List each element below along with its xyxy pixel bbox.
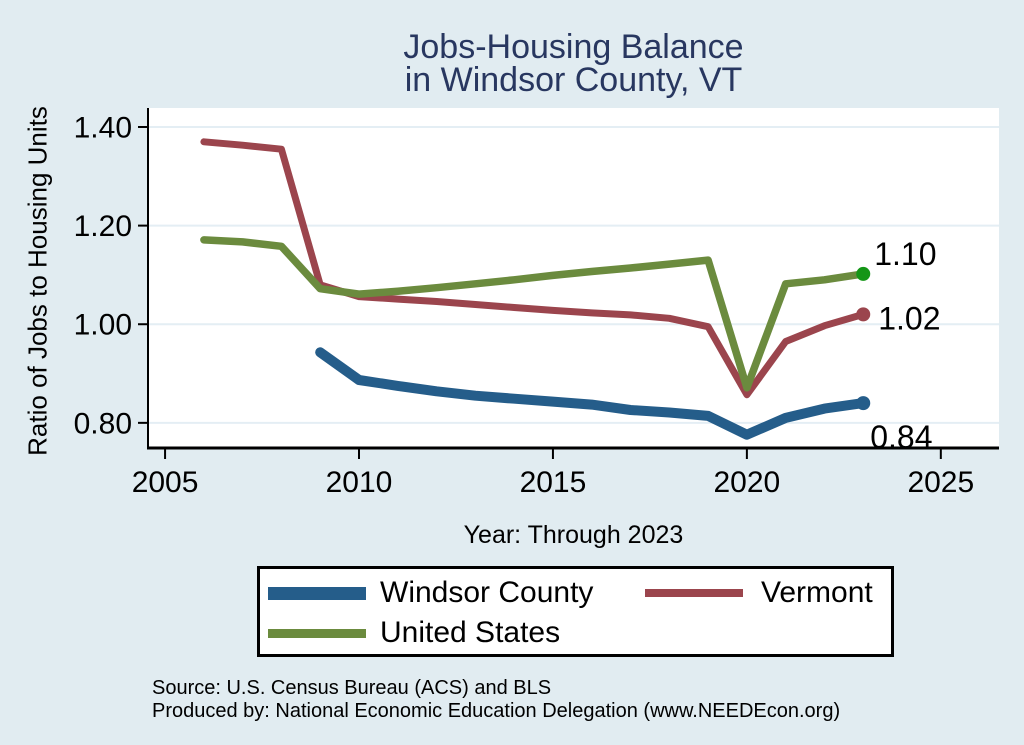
legend-swatch-windsor-county <box>268 586 366 600</box>
legend-item-vermont: Vermont <box>645 576 873 609</box>
y-axis-title: Ratio of Jobs to Housing Units <box>22 106 53 456</box>
x-axis-title: Year: Through 2023 <box>463 521 684 549</box>
source-line1: Source: U.S. Census Bureau (ACS) and BLS <box>152 677 552 699</box>
x-tick-label: 2015 <box>520 466 587 499</box>
y-tick-label: 1.00 <box>74 309 132 342</box>
legend-swatch-united-states <box>268 628 366 638</box>
source-line2: Produced by: National Economic Education… <box>152 700 841 722</box>
end-marker-vermont <box>856 307 871 322</box>
plot-background <box>148 108 999 448</box>
plot-area: 0.80 1.00 1.20 1.40 2005 2010 2015 2020 2025 0.84… <box>74 108 999 499</box>
x-tick-label: 2010 <box>326 466 393 499</box>
legend-label-vermont: Vermont <box>761 576 873 609</box>
legend-label-windsor-county: Windsor County <box>380 576 594 609</box>
y-tick-label: 1.40 <box>74 111 132 144</box>
end-label-windsor-county: 0.84 <box>870 419 932 455</box>
series-line-united-states <box>200 236 867 392</box>
end-label-united-states: 1.10 <box>874 236 936 272</box>
x-tick-label: 2025 <box>907 466 974 499</box>
chart-title: Jobs-Housing Balance in Windsor County, … <box>148 28 999 99</box>
end-label-vermont: 1.02 <box>878 300 940 336</box>
chart-title-line2: in Windsor County, VT <box>404 61 743 99</box>
x-tick-label: 2020 <box>714 466 781 499</box>
legend: Windsor County Vermont United States <box>257 566 894 657</box>
y-tick-label: 0.80 <box>74 407 132 440</box>
legend-swatch-vermont <box>645 589 743 597</box>
x-tick-label: 2005 <box>132 466 199 499</box>
y-tick-label: 1.20 <box>74 210 132 243</box>
chart-title-line1: Jobs-Housing Balance <box>403 28 744 66</box>
series-line-windsor-county <box>315 347 869 440</box>
legend-item-united-states: United States <box>268 616 561 649</box>
legend-label-united-states: United States <box>380 616 561 649</box>
end-marker-united-states <box>856 266 871 281</box>
legend-item-windsor-county: Windsor County <box>268 576 594 609</box>
series-line-vermont <box>200 138 867 399</box>
source-note: Source: U.S. Census Bureau (ACS) and BLS… <box>152 677 840 723</box>
end-marker-windsor-county <box>856 396 871 411</box>
